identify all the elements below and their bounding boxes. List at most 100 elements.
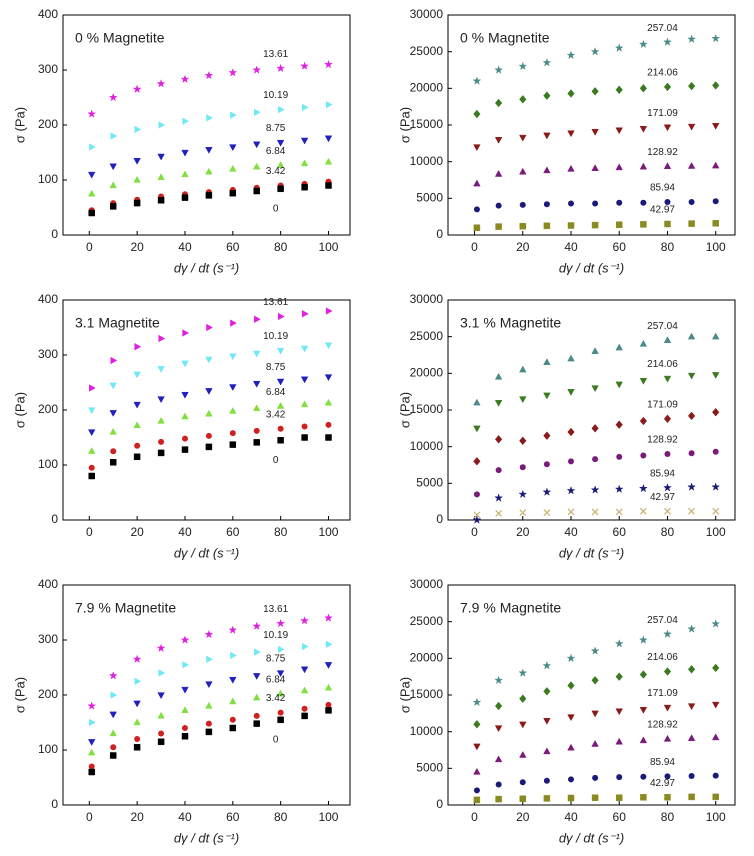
panel-title: 7.9 % Magnetite [460, 600, 561, 616]
data-point [639, 162, 648, 170]
data-point [180, 74, 190, 84]
data-point [638, 635, 648, 644]
y-tick-label: 0 [436, 227, 443, 241]
x-axis-label: dγ / dt (s⁻¹) [559, 830, 624, 845]
data-point [87, 189, 96, 197]
data-point [473, 224, 481, 231]
data-point [472, 697, 482, 707]
data-point [543, 718, 551, 725]
data-point [591, 347, 599, 354]
data-point [324, 157, 333, 165]
data-point [325, 421, 332, 428]
data-point [157, 692, 165, 700]
series-label: 6.84 [266, 146, 286, 157]
data-point [277, 105, 285, 114]
data-point [110, 132, 118, 140]
data-point [568, 776, 574, 783]
data-point [325, 182, 332, 189]
data-point [615, 737, 623, 745]
data-point [253, 439, 260, 446]
data-point [133, 421, 141, 429]
x-tick-label: 100 [318, 810, 338, 824]
data-point [324, 613, 333, 622]
data-point [519, 750, 527, 758]
data-point [276, 161, 285, 168]
panel-title: 0 % Magnetite [460, 30, 550, 46]
data-point [590, 646, 600, 655]
data-point [300, 159, 309, 167]
data-point [158, 438, 165, 445]
data-point [206, 655, 214, 663]
data-point [252, 350, 261, 358]
data-point [324, 342, 333, 350]
data-point [324, 662, 333, 669]
data-point [181, 733, 189, 740]
x-tick-label: 0 [86, 240, 93, 254]
series-label: 128.92 [647, 720, 678, 731]
series-label: 85.94 [650, 757, 675, 768]
data-point [639, 707, 648, 714]
data-point [229, 384, 237, 392]
x-tick-label: 80 [274, 525, 288, 539]
data-point [253, 712, 260, 719]
data-point [519, 721, 527, 729]
data-point [543, 91, 551, 100]
data-point [615, 508, 623, 516]
data-point [325, 307, 333, 315]
data-point [156, 643, 166, 653]
data-point [87, 739, 96, 746]
series-label: 257.04 [647, 615, 678, 626]
data-point [688, 450, 695, 457]
data-point [88, 209, 95, 217]
data-point [324, 398, 333, 406]
x-tick-label: 20 [516, 240, 530, 254]
data-point [639, 84, 648, 93]
x-tick-label: 60 [613, 240, 627, 254]
data-point [640, 199, 647, 206]
data-point [688, 793, 695, 801]
y-tick-label: 15000 [410, 687, 444, 701]
data-point [133, 371, 141, 379]
x-tick-label: 0 [86, 810, 93, 824]
data-point [109, 382, 117, 390]
data-point [639, 670, 648, 679]
data-point [229, 406, 237, 414]
data-point [205, 443, 213, 451]
x-tick-label: 80 [274, 240, 288, 254]
data-point [253, 720, 260, 727]
data-point [133, 199, 141, 207]
y-tick-label: 20000 [410, 81, 444, 95]
data-point [494, 137, 503, 144]
data-point [591, 87, 599, 96]
data-point [325, 701, 332, 708]
data-point [567, 743, 575, 751]
data-point [252, 162, 261, 170]
data-point [494, 675, 504, 685]
data-point [301, 434, 308, 441]
data-point [615, 343, 623, 351]
data-point [89, 143, 96, 151]
y-tick-label: 300 [38, 632, 58, 646]
data-point [494, 98, 503, 108]
data-point [252, 141, 261, 149]
panel-title: 3.1 Magnetite [75, 315, 160, 331]
data-point [205, 409, 213, 417]
data-point [687, 161, 696, 169]
data-point [638, 39, 648, 49]
series-label: 85.94 [650, 468, 675, 479]
data-point [543, 509, 551, 517]
data-point [542, 487, 552, 496]
data-point [252, 673, 261, 680]
y-tick-label: 200 [38, 117, 58, 131]
data-point [473, 398, 481, 406]
y-axis-label: σ (Pa) [12, 392, 27, 428]
series-label: 42.97 [650, 492, 675, 503]
data-point [277, 716, 284, 724]
series-label: 13.61 [263, 604, 288, 615]
data-point [133, 453, 141, 461]
data-point [158, 121, 166, 129]
data-point [472, 76, 482, 85]
data-point [687, 665, 696, 674]
data-point [640, 794, 647, 801]
data-point [88, 763, 95, 770]
